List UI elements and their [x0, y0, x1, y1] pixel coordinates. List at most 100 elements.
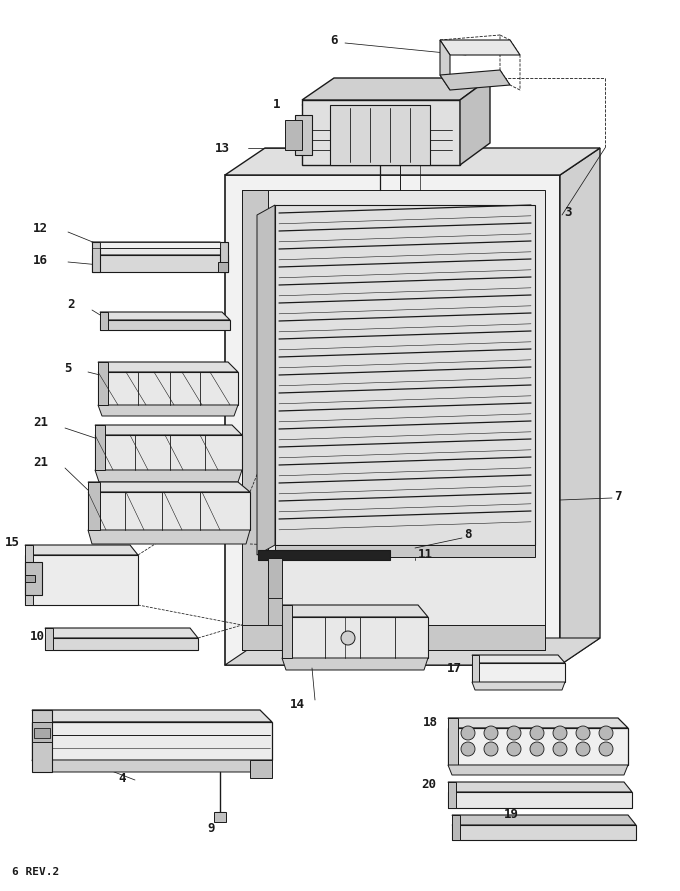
Polygon shape	[100, 312, 230, 320]
Polygon shape	[95, 425, 105, 470]
Polygon shape	[225, 148, 600, 175]
Polygon shape	[25, 545, 33, 605]
Polygon shape	[32, 710, 272, 722]
Polygon shape	[448, 792, 632, 808]
Polygon shape	[100, 320, 230, 330]
Text: 14: 14	[290, 699, 305, 712]
Polygon shape	[330, 105, 430, 165]
Polygon shape	[448, 728, 628, 765]
Text: 21: 21	[33, 415, 48, 429]
Polygon shape	[452, 815, 636, 825]
Circle shape	[553, 742, 567, 756]
Circle shape	[576, 742, 590, 756]
Polygon shape	[452, 825, 636, 840]
Polygon shape	[98, 362, 108, 405]
Polygon shape	[448, 718, 628, 728]
Circle shape	[484, 726, 498, 740]
Polygon shape	[214, 812, 226, 822]
Polygon shape	[32, 722, 52, 742]
Polygon shape	[98, 372, 238, 405]
Polygon shape	[32, 710, 52, 772]
Polygon shape	[268, 558, 282, 598]
Polygon shape	[95, 470, 242, 482]
Circle shape	[461, 726, 475, 740]
Text: 10: 10	[30, 630, 45, 642]
Polygon shape	[100, 242, 220, 248]
Polygon shape	[448, 718, 458, 765]
Text: 9: 9	[207, 822, 215, 835]
Polygon shape	[440, 40, 450, 90]
Polygon shape	[98, 405, 238, 416]
Circle shape	[553, 726, 567, 740]
Text: 3: 3	[564, 206, 571, 218]
Text: 13: 13	[215, 142, 230, 154]
Polygon shape	[92, 242, 100, 272]
Polygon shape	[257, 205, 275, 555]
Polygon shape	[448, 782, 632, 792]
Polygon shape	[295, 115, 312, 155]
Text: 8: 8	[464, 528, 471, 542]
Polygon shape	[45, 628, 53, 650]
Polygon shape	[88, 492, 250, 530]
Polygon shape	[440, 70, 510, 90]
Text: 16: 16	[33, 254, 48, 266]
Polygon shape	[218, 262, 228, 272]
Polygon shape	[282, 658, 428, 670]
Polygon shape	[448, 782, 456, 808]
Text: 7: 7	[614, 489, 622, 503]
Polygon shape	[460, 78, 490, 165]
Polygon shape	[242, 625, 545, 650]
Circle shape	[530, 742, 544, 756]
Circle shape	[341, 631, 355, 645]
Polygon shape	[25, 562, 42, 595]
Text: 20: 20	[421, 779, 436, 791]
Polygon shape	[32, 760, 272, 772]
Text: 18: 18	[423, 715, 438, 729]
Polygon shape	[95, 425, 242, 435]
Polygon shape	[275, 205, 535, 545]
Polygon shape	[95, 435, 242, 470]
Polygon shape	[92, 242, 228, 255]
Text: 6: 6	[330, 34, 338, 46]
Polygon shape	[242, 190, 268, 650]
Polygon shape	[440, 40, 520, 55]
Polygon shape	[472, 682, 565, 690]
Text: 2: 2	[67, 298, 75, 312]
Text: 17: 17	[447, 661, 462, 674]
Polygon shape	[25, 575, 35, 582]
Polygon shape	[452, 815, 460, 840]
Polygon shape	[220, 242, 228, 272]
Polygon shape	[302, 100, 460, 165]
Text: 19: 19	[504, 808, 519, 822]
Polygon shape	[472, 655, 565, 663]
Polygon shape	[282, 605, 428, 617]
Circle shape	[599, 726, 613, 740]
Polygon shape	[225, 638, 600, 665]
Text: 1: 1	[273, 99, 280, 111]
Polygon shape	[45, 628, 198, 638]
Circle shape	[507, 726, 521, 740]
Polygon shape	[100, 312, 108, 330]
Circle shape	[530, 726, 544, 740]
Polygon shape	[448, 765, 628, 775]
Polygon shape	[268, 598, 282, 625]
Polygon shape	[258, 550, 390, 560]
Polygon shape	[25, 555, 138, 605]
Polygon shape	[275, 545, 535, 557]
Polygon shape	[225, 175, 560, 665]
Polygon shape	[472, 655, 479, 682]
Polygon shape	[92, 255, 228, 272]
Text: 15: 15	[5, 535, 20, 549]
Circle shape	[576, 726, 590, 740]
Text: 21: 21	[33, 455, 48, 469]
Circle shape	[484, 742, 498, 756]
Polygon shape	[560, 148, 600, 665]
Polygon shape	[250, 760, 272, 778]
Polygon shape	[88, 530, 250, 544]
Polygon shape	[45, 638, 198, 650]
Text: 12: 12	[33, 222, 48, 234]
Polygon shape	[25, 545, 138, 555]
Circle shape	[461, 742, 475, 756]
Polygon shape	[34, 728, 50, 738]
Polygon shape	[32, 722, 272, 760]
